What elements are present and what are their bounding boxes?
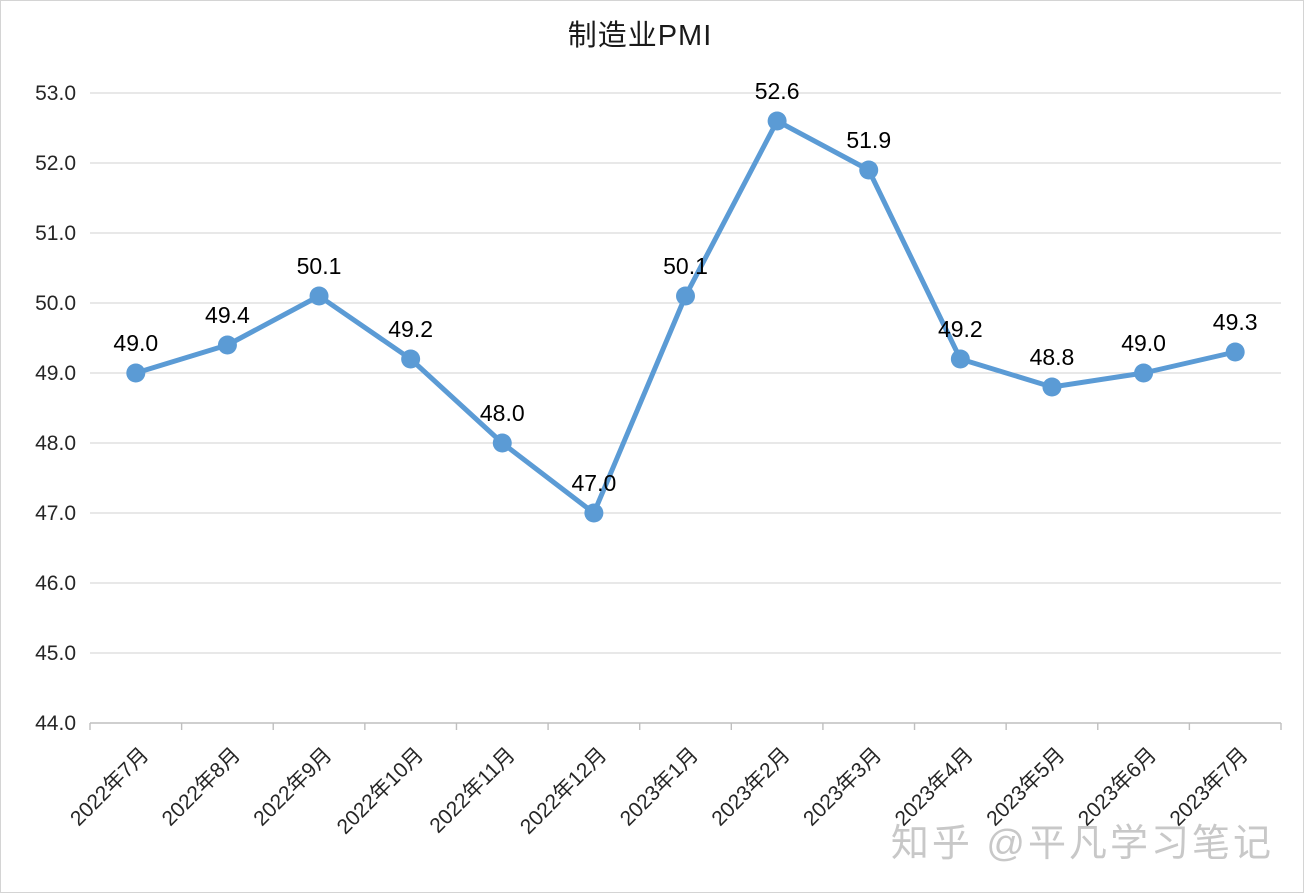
y-tick-label: 52.0 [35,152,76,175]
y-tick-label: 50.0 [35,292,76,315]
data-point-label: 48.0 [480,400,525,426]
data-point-label: 47.0 [572,470,617,496]
data-point-marker [401,349,421,369]
data-point-label: 50.1 [663,253,708,279]
x-tick-label: 2022年9月 [249,743,336,830]
data-point-label: 49.2 [938,316,983,342]
x-tick-label: 2023年7月 [1165,743,1252,830]
y-tick-label: 53.0 [35,82,76,105]
data-point-marker [492,433,512,453]
data-point-label: 49.2 [388,316,433,342]
data-point-marker [676,286,695,306]
pmi-series-line [133,118,1238,516]
x-tick-label: 2022年12月 [516,743,612,839]
y-tick-label: 44.0 [35,712,76,735]
y-tick-label: 48.0 [35,432,76,455]
y-tick-label: 47.0 [35,502,76,525]
data-point-label: 51.9 [846,127,891,153]
data-point-marker [584,503,604,523]
chart-title: 制造业PMI [567,20,713,52]
data-point-label: 49.0 [113,330,158,356]
data-point-marker [767,111,787,131]
data-point-label: 50.1 [297,253,342,279]
x-tick-label: 2022年8月 [158,743,245,830]
x-tick-label: 2023年5月 [982,743,1069,830]
x-tick-label: 2022年7月 [66,743,153,830]
data-point-label: 49.0 [1121,330,1166,356]
data-point-label: 49.4 [205,302,250,328]
data-point-label: 48.8 [1030,344,1075,370]
x-tick-label: 2023年2月 [707,743,794,830]
data-point-label: 49.3 [1213,309,1258,335]
y-tick-label: 45.0 [35,642,76,665]
x-tick-label: 2023年4月 [891,743,978,830]
x-tick-label: 2023年1月 [616,743,703,830]
data-point-marker [126,363,146,383]
y-tick-label: 46.0 [35,572,76,595]
y-tick-label: 49.0 [35,362,76,385]
x-tick-label: 2022年11月 [425,743,519,837]
data-point-marker [1225,342,1245,362]
x-tick-label: 2023年3月 [799,743,886,830]
data-point-marker [950,349,970,369]
x-tick-label: 2023年6月 [1074,743,1161,830]
data-point-marker [1042,377,1062,397]
data-point-marker [217,335,237,355]
data-point-label: 52.6 [755,78,800,104]
data-point-marker [309,286,329,306]
y-tick-label: 51.0 [35,222,76,245]
data-point-marker [1134,363,1154,383]
x-tick-label: 2022年10月 [333,743,429,839]
data-point-marker [859,160,879,180]
